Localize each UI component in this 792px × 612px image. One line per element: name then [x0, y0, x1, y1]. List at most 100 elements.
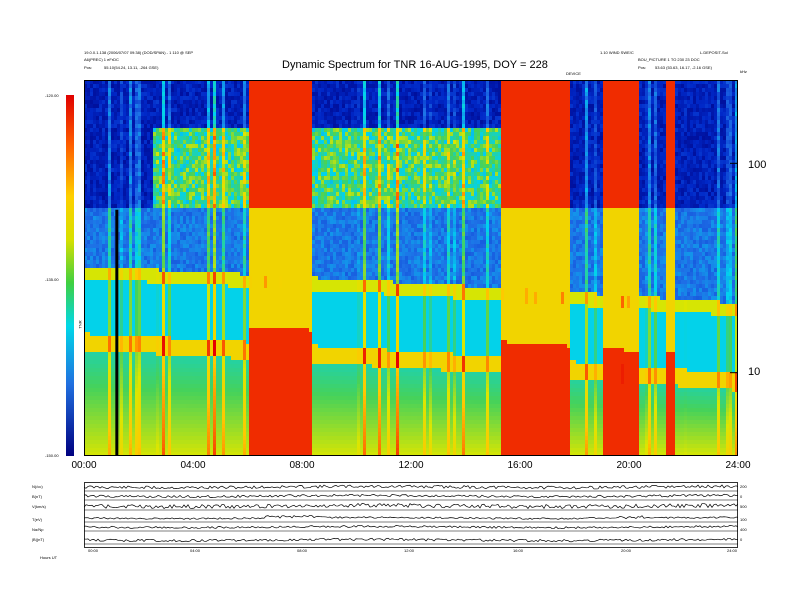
spectrogram-cell	[213, 424, 216, 428]
spectrogram-cell	[93, 424, 96, 428]
spectrogram-cell	[111, 200, 114, 204]
spectrogram-cell	[228, 412, 231, 416]
spectrogram-cell	[126, 368, 129, 372]
spectrogram-cell	[129, 136, 132, 140]
spectrogram-cell	[174, 316, 177, 320]
spectrogram-cell	[237, 144, 240, 148]
spectrogram-cell	[120, 88, 123, 92]
spectrogram-cell	[180, 88, 183, 92]
spectrogram-cell	[90, 372, 93, 376]
spectrogram-cell	[189, 308, 192, 312]
spectrogram-cell	[213, 356, 216, 360]
spectrogram-cell	[171, 132, 174, 136]
spectrogram-cell	[186, 152, 189, 156]
spectrogram-cell	[195, 144, 198, 148]
spectrogram-cell	[177, 444, 180, 448]
spectrogram-cell	[174, 132, 177, 136]
spectrogram-cell	[180, 224, 183, 228]
spectrogram-cell	[210, 284, 213, 288]
spectrogram-cell	[189, 376, 192, 380]
spectrogram-cell	[228, 436, 231, 440]
spectrogram-cell	[120, 324, 123, 328]
spectrogram-cell	[234, 332, 237, 336]
spectrogram-cell	[126, 280, 129, 284]
spectrogram-cell	[159, 308, 162, 312]
spectrogram-cell	[99, 204, 102, 208]
spectrogram-cell	[225, 448, 228, 452]
spectrogram-cell	[108, 324, 111, 328]
spectrogram-cell	[147, 168, 150, 172]
spectrogram-cell	[102, 176, 105, 180]
header-left-line1: 19.0.0.1.138 (2006/07/07 09:38) (DOD/SPA…	[84, 50, 193, 55]
spectrogram-cell	[141, 304, 144, 308]
spectrogram-cell	[96, 324, 99, 328]
spectrogram-cell	[174, 340, 177, 344]
spectrogram-cell	[222, 252, 225, 256]
spectrogram-cell	[156, 180, 159, 184]
spectrogram-cell	[207, 384, 210, 388]
spectrogram-cell	[186, 280, 189, 284]
spectrogram-cell	[210, 288, 213, 292]
spectrogram-cell	[213, 332, 216, 336]
spectrogram-cell	[186, 436, 189, 440]
spectrogram-cell	[93, 204, 96, 208]
spectrogram-cell	[150, 432, 153, 436]
spectrogram-cell	[237, 204, 240, 208]
spectrogram-cell	[225, 352, 228, 356]
spectrogram-cell	[189, 196, 192, 200]
spectrogram-cell	[138, 140, 141, 144]
spectrogram-cell	[132, 264, 135, 268]
spectrogram-cell	[132, 176, 135, 180]
spectrogram-cell	[99, 152, 102, 156]
spectrogram-cell	[141, 356, 144, 360]
spectrogram-cell	[204, 176, 207, 180]
spectrogram-cell	[123, 320, 126, 324]
spectrogram-cell	[174, 388, 177, 392]
spectrogram-cell	[123, 356, 126, 360]
spectrogram-cell	[159, 408, 162, 412]
spectrogram-cell	[150, 428, 153, 432]
spectrogram-cell	[159, 244, 162, 248]
spectrogram-cell	[189, 156, 192, 160]
spectrogram-cell	[228, 404, 231, 408]
spectrogram-cell	[201, 96, 204, 100]
spectrogram-cell	[192, 180, 195, 184]
spectrogram-cell	[90, 276, 93, 280]
spectrogram-cell	[153, 364, 156, 368]
spectrogram-cell	[162, 264, 165, 268]
spectrogram-cell	[171, 116, 174, 120]
spectrogram-cell	[186, 188, 189, 192]
spectrogram-cell	[93, 260, 96, 264]
spectrogram-cell	[99, 196, 102, 200]
spectrogram-cell	[138, 196, 141, 200]
spectrogram-cell	[147, 164, 150, 168]
spectrogram-cell	[144, 120, 147, 124]
spectrogram-cell	[147, 236, 150, 240]
spectrogram-cell	[120, 436, 123, 440]
spectrogram-cell	[180, 432, 183, 436]
spectrogram-cell	[138, 384, 141, 388]
spectrogram-cell	[156, 244, 159, 248]
spectrogram-cell	[183, 300, 186, 304]
spectrogram-cell	[111, 240, 114, 244]
spectrogram-cell	[189, 348, 192, 352]
spectrogram-cell	[144, 280, 147, 284]
spectrogram-cell	[156, 96, 159, 100]
spectrogram-cell	[186, 104, 189, 108]
spectrogram-cell	[120, 244, 123, 248]
spectrogram-cell	[192, 100, 195, 104]
spectrogram-cell	[186, 332, 189, 336]
spectrogram-cell	[162, 436, 165, 440]
spectrogram-cell	[153, 360, 156, 364]
spectrogram-cell	[201, 368, 204, 372]
spectrogram-cell	[129, 280, 132, 284]
spectrogram-cell	[138, 372, 141, 376]
spectrogram-cell	[144, 184, 147, 188]
spectrogram-cell	[132, 352, 135, 356]
spectrogram-cell	[222, 284, 225, 288]
spectrogram-cell	[198, 204, 201, 208]
spectrogram-cell	[120, 120, 123, 124]
spectrogram-cell	[225, 260, 228, 264]
spectrogram-cell	[138, 224, 141, 228]
spectrogram-cell	[120, 224, 123, 228]
